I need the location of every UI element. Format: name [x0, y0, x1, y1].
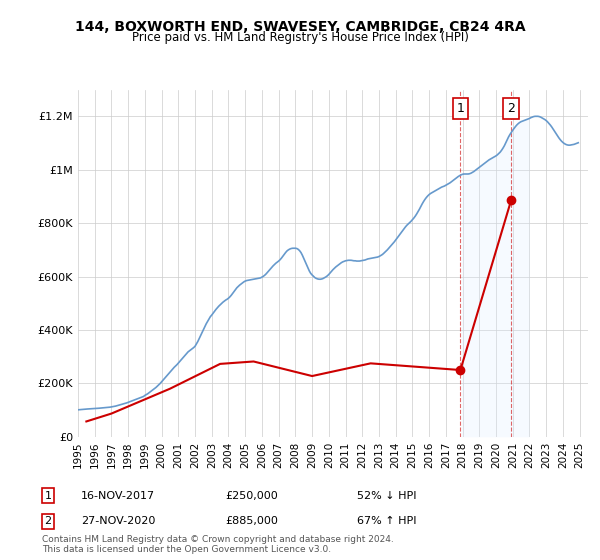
Text: 2: 2 — [44, 516, 52, 526]
Text: 27-NOV-2020: 27-NOV-2020 — [81, 516, 155, 526]
Text: 67% ↑ HPI: 67% ↑ HPI — [357, 516, 416, 526]
Text: 16-NOV-2017: 16-NOV-2017 — [81, 491, 155, 501]
Text: Price paid vs. HM Land Registry's House Price Index (HPI): Price paid vs. HM Land Registry's House … — [131, 31, 469, 44]
Text: 144, BOXWORTH END, SWAVESEY, CAMBRIDGE, CB24 4RA: 144, BOXWORTH END, SWAVESEY, CAMBRIDGE, … — [74, 20, 526, 34]
Text: £885,000: £885,000 — [225, 516, 278, 526]
Text: 1: 1 — [44, 491, 52, 501]
Text: 52% ↓ HPI: 52% ↓ HPI — [357, 491, 416, 501]
Text: Contains HM Land Registry data © Crown copyright and database right 2024.
This d: Contains HM Land Registry data © Crown c… — [42, 535, 394, 554]
Text: £250,000: £250,000 — [225, 491, 278, 501]
Text: 2: 2 — [507, 102, 515, 115]
Text: 1: 1 — [457, 102, 464, 115]
